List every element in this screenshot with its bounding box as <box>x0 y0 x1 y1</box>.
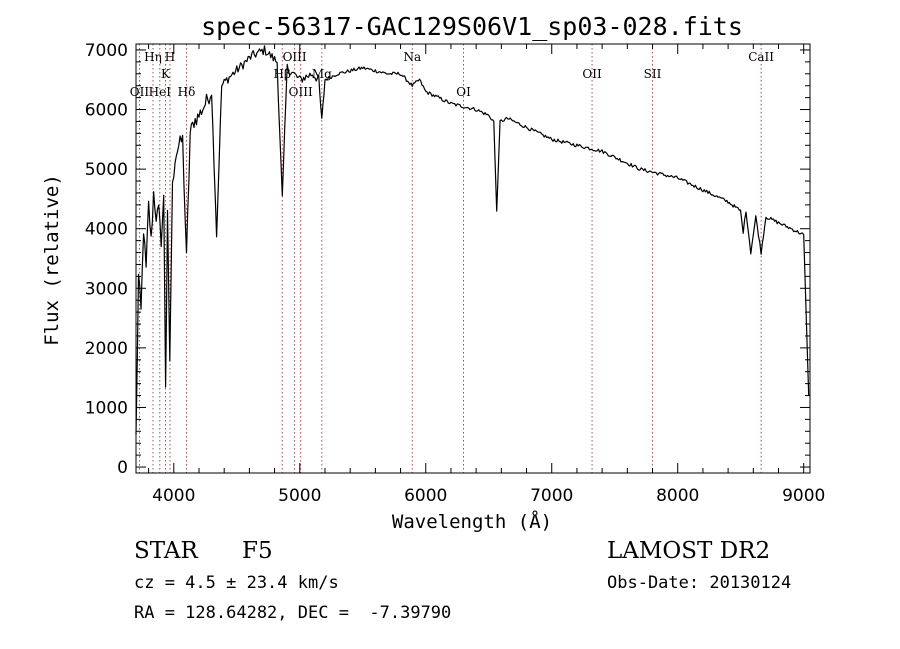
line-marker-label-9: Mg <box>312 67 332 81</box>
x-tick-label: 5000 <box>278 486 321 506</box>
y-tick-label: 2000 <box>85 339 128 359</box>
line-marker-label-14: CaII <box>748 50 774 64</box>
chart-title: spec-56317-GAC129S06V1_sp03-028.fits <box>201 12 743 41</box>
line-marker-label-11: OI <box>456 85 471 99</box>
survey-label: LAMOST DR2 <box>607 538 771 564</box>
y-tick-label: 3000 <box>85 279 128 299</box>
line-marker-label-3: K <box>161 67 171 81</box>
axis-ticks: 4000 5000 6000 7000 8000 9000 0 1000 2000 3000 400… <box>85 41 826 506</box>
x-tick-label: 6000 <box>404 486 447 506</box>
spectrum-chart: spec-56317-GAC129S06V1_sp03-028.fits OII… <box>41 12 826 533</box>
line-marker-label-5: Hδ <box>178 85 196 99</box>
y-axis-label: Flux (relative) <box>41 174 63 346</box>
line-marker-label-8: OIII <box>289 85 313 99</box>
y-tick-label: 0 <box>117 458 128 478</box>
line-marker-label-4: HeI <box>149 85 172 99</box>
spectrum-series-line <box>135 45 810 435</box>
line-marker-label-13: SII <box>644 67 662 81</box>
subclass-label: F5 <box>242 538 273 564</box>
y-tick-label: 4000 <box>85 220 128 240</box>
x-tick-label: 8000 <box>656 486 699 506</box>
line-marker-label-12: OII <box>582 67 602 81</box>
coordinates-text: RA = 128.64282, DEC = -7.39790 <box>134 603 452 623</box>
plot-frame <box>135 43 811 474</box>
x-axis-label: Wavelength (Å) <box>392 510 552 533</box>
y-tick-label: 7000 <box>85 41 128 61</box>
y-tick-label: 5000 <box>85 160 128 180</box>
y-tick-label: 1000 <box>85 398 128 418</box>
x-tick-label: 9000 <box>782 486 825 506</box>
x-tick-label: 4000 <box>152 486 195 506</box>
line-marker-label-2: H <box>165 50 175 64</box>
x-tick-label: 7000 <box>530 486 573 506</box>
class-label: STAR <box>134 538 198 564</box>
y-tick-label: 6000 <box>85 101 128 121</box>
redshift-text: cz = 4.5 ± 23.4 km/s <box>134 573 339 593</box>
line-marker-label-6: OIII <box>283 50 307 64</box>
line-marker-label-1: Hη <box>144 50 162 64</box>
line-marker-label-10: Na <box>403 50 421 64</box>
obs-date-text: Obs-Date: 20130124 <box>607 573 792 593</box>
line-marker-label-0: OII <box>130 85 150 99</box>
